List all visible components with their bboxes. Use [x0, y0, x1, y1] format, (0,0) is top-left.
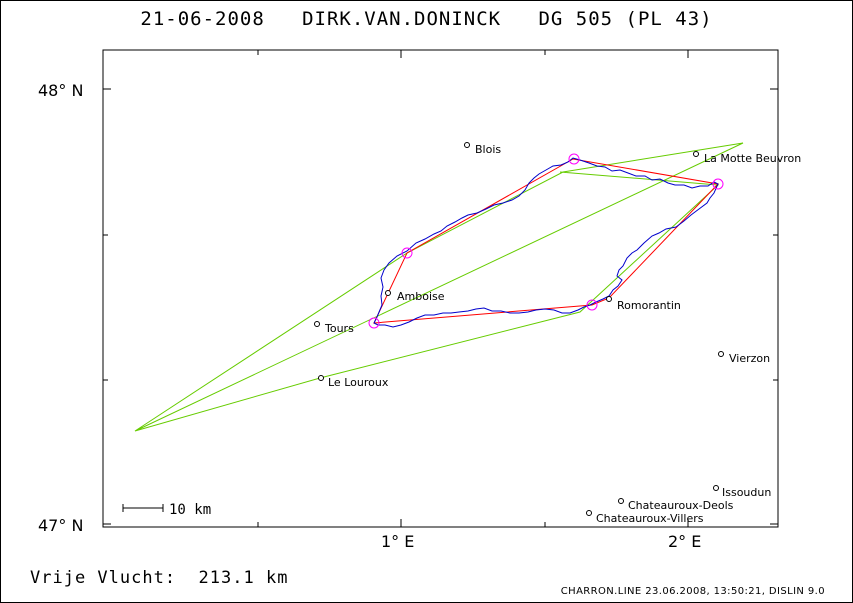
place-marker-blois [465, 143, 470, 148]
free-flight-label: Vrije Vlucht: [30, 568, 176, 588]
place-label-amboise: Amboise [397, 290, 445, 303]
place-markers [315, 143, 724, 516]
lat-label-48: 48° N [38, 81, 83, 100]
footer-info: CHARRON.LINE 23.06.2008, 13:50:21, DISLI… [561, 586, 825, 597]
place-label-chateauroux-villers: Chateauroux-Villers [596, 512, 704, 525]
free-flight-distance: Vrije Vlucht: 213.1 km [30, 568, 288, 588]
task-line [135, 143, 743, 431]
place-marker-vierzon [719, 352, 724, 357]
scale-bar [123, 504, 163, 512]
lat-label-47: 47° N [38, 516, 83, 535]
place-label-chateauroux-deols: Chateauroux-Deols [628, 499, 734, 512]
lon-label-2: 2° E [668, 532, 701, 551]
axis-ticks [103, 50, 778, 527]
place-label-blois: Blois [475, 143, 501, 156]
place-marker-la-motte-beuvron [694, 152, 699, 157]
place-label-tours: Tours [324, 322, 354, 335]
map-canvas: 48° N 47° N 1° E 2° E Blois La Motte Beu… [0, 0, 853, 603]
place-label-la-motte-beuvron: La Motte Beuvron [704, 152, 801, 165]
place-marker-issoudun [714, 486, 719, 491]
place-label-le-louroux: Le Louroux [328, 376, 389, 389]
scale-bar-label: 10 km [169, 502, 211, 518]
place-label-romorantin: Romorantin [617, 299, 681, 312]
place-marker-chateauroux-villers [587, 511, 592, 516]
plot-border [103, 50, 778, 527]
free-flight-value: 213.1 km [199, 568, 289, 588]
place-marker-le-louroux [319, 376, 324, 381]
place-label-issoudun: Issoudun [722, 486, 771, 499]
place-label-vierzon: Vierzon [729, 352, 770, 365]
place-marker-amboise [386, 291, 391, 296]
place-marker-tours [315, 322, 320, 327]
lon-label-1: 1° E [381, 532, 414, 551]
place-marker-chateauroux-deols [619, 499, 624, 504]
place-marker-romorantin [607, 297, 612, 302]
